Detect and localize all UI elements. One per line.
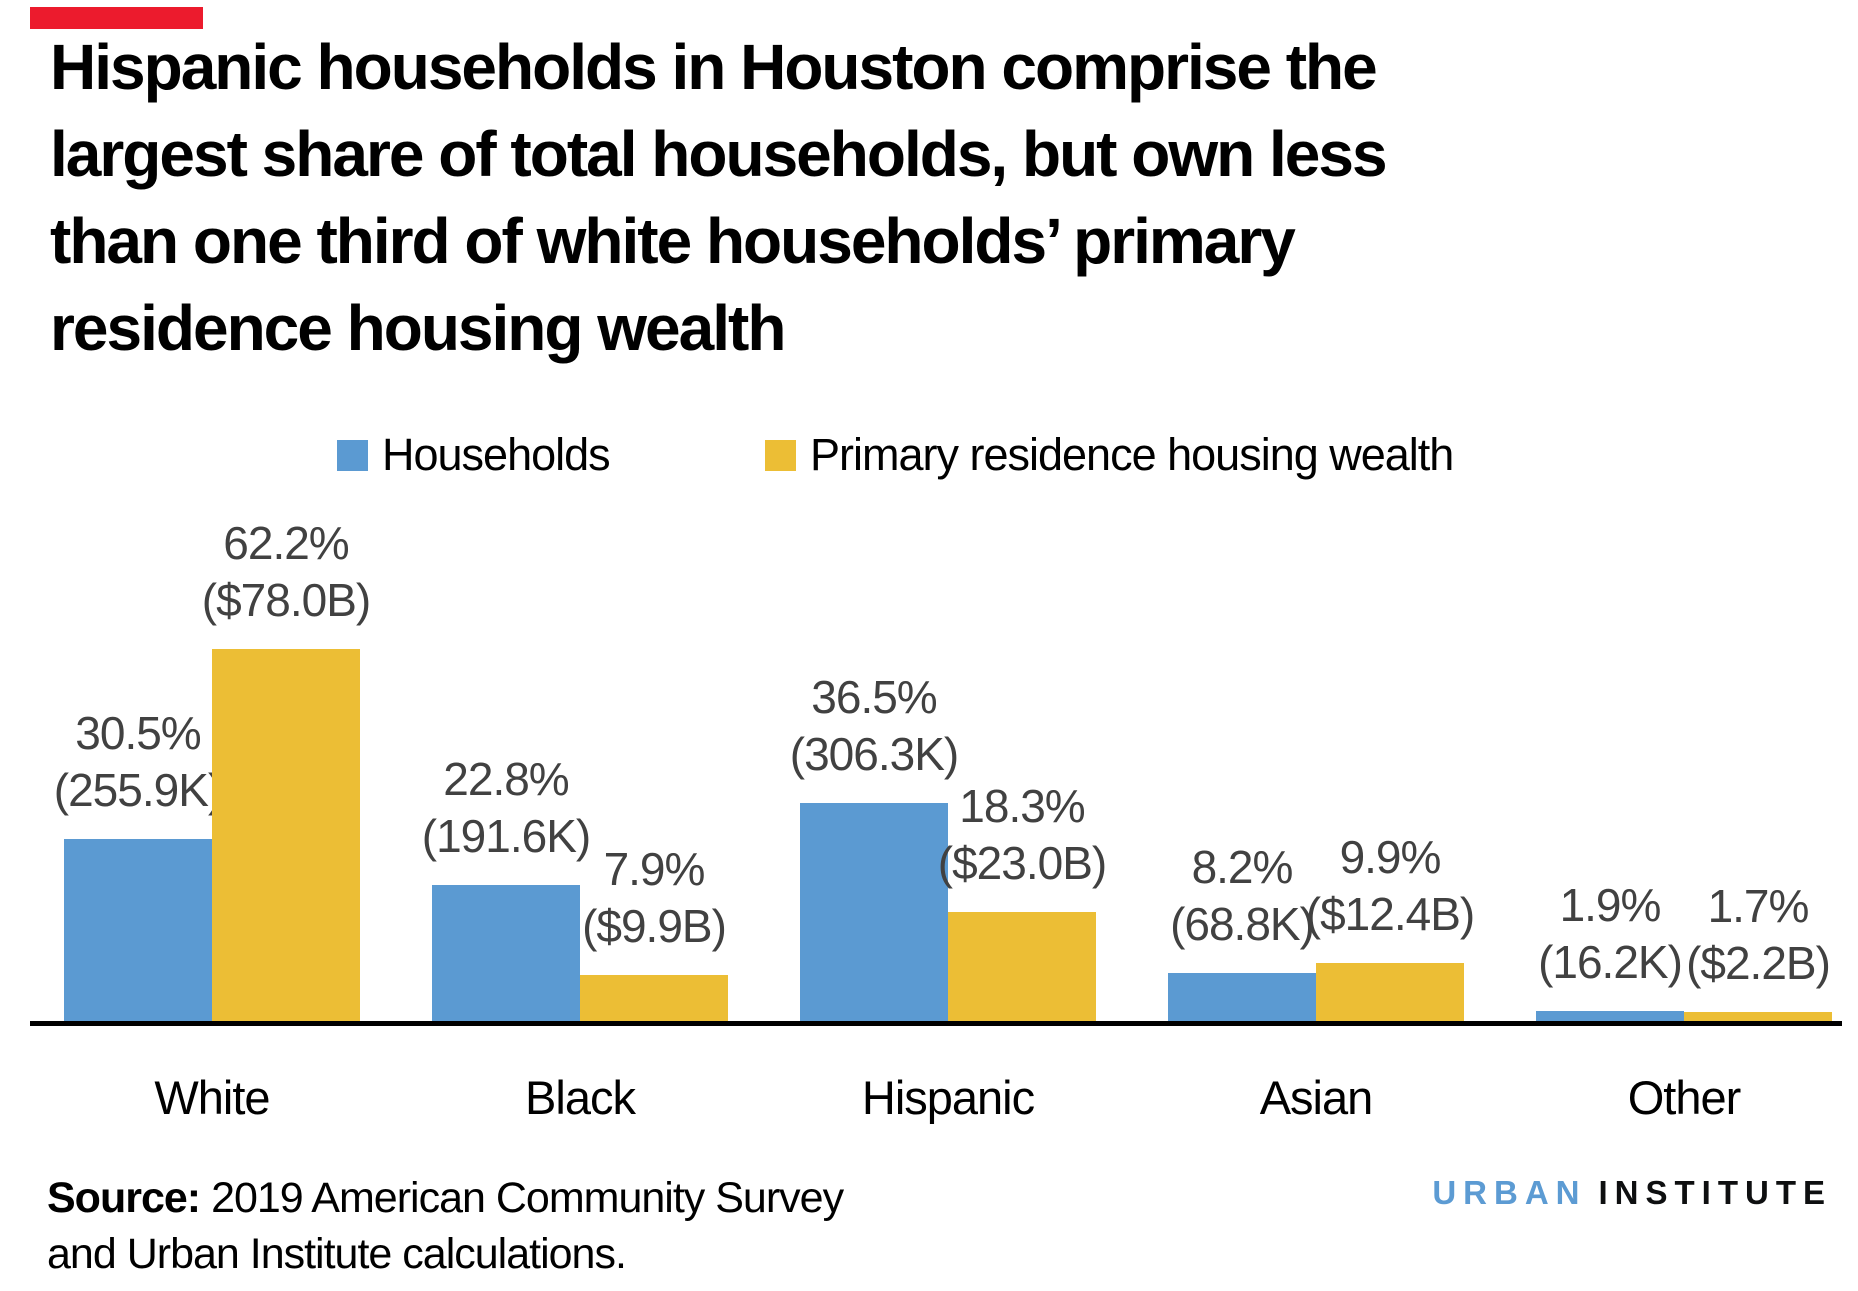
bar-label-percent: 1.7% <box>1707 879 1810 932</box>
source-note: Source: 2019 American Community Survey a… <box>47 1170 844 1282</box>
chart-title-line: than one third of white households’ prim… <box>50 205 1296 277</box>
bar-black-households <box>432 885 580 1022</box>
source-line-2: and Urban Institute calculations. <box>47 1230 627 1278</box>
x-axis-label-asian: Asian <box>1259 1071 1374 1124</box>
bar-label-percent: 18.3% <box>959 780 1085 833</box>
bar-label-percent: 8.2% <box>1191 840 1294 893</box>
x-axis-label-other: Other <box>1627 1071 1742 1124</box>
bar-label-percent: 9.9% <box>1339 830 1442 883</box>
x-axis-label-white: White <box>154 1071 270 1124</box>
source-line-1: Source: 2019 American Community Survey <box>47 1170 844 1226</box>
bar-label-asian-wealth: 9.9% ($12.4B) <box>1180 829 1600 943</box>
bar-label-black-wealth: 7.9% ($9.9B) <box>444 841 864 955</box>
legend-label-households: Households <box>382 429 611 480</box>
bar-label-hispanic-households: 36.5% (306.3K) <box>664 669 1084 783</box>
chart-title-line: residence housing wealth <box>50 292 786 364</box>
bar-label-amount: ($9.9B) <box>582 899 727 952</box>
bar-label-asian-households: 8.2% (68.8K) <box>1032 839 1452 953</box>
legend-item-wealth: Primary residence housing wealth <box>765 429 1454 480</box>
bar-label-other-households: 1.9% (16.2K) <box>1400 877 1820 991</box>
legend-swatch-wealth <box>765 439 796 471</box>
x-axis-line <box>30 1021 1842 1026</box>
bar-label-amount: ($23.0B) <box>937 837 1107 890</box>
bar-white-wealth <box>212 648 360 1022</box>
bar-white-households <box>64 839 212 1022</box>
bar-hispanic-wealth <box>948 912 1096 1022</box>
bar-label-amount: ($2.2B) <box>1686 936 1831 989</box>
bar-label-hispanic-wealth: 18.3% ($23.0B) <box>812 778 1232 892</box>
bar-label-other-wealth: 1.7% ($2.2B) <box>1548 878 1858 992</box>
bar-label-amount: (68.8K) <box>1170 897 1315 950</box>
chart-title: Hispanic households in Houston comprise … <box>50 24 1810 372</box>
bar-black-wealth <box>580 974 728 1022</box>
logo-word-urban: URBAN <box>1432 1174 1587 1211</box>
urban-institute-logo: URBAN INSTITUTE <box>1432 1174 1832 1212</box>
legend-label-wealth: Primary residence housing wealth <box>810 429 1454 480</box>
bar-label-white-wealth: 62.2% ($78.0B) <box>76 515 496 629</box>
legend: Households Primary residence housing wea… <box>0 429 1858 480</box>
bar-label-percent: 36.5% <box>811 671 937 723</box>
bar-label-amount: (306.3K) <box>789 728 959 780</box>
legend-item-households: Households <box>337 429 611 480</box>
legend-swatch-households <box>337 439 368 471</box>
bar-label-percent: 7.9% <box>603 842 706 895</box>
bar-label-white-households: 30.5% (255.9K) <box>0 705 348 819</box>
bar-asian-households <box>1168 972 1316 1022</box>
bar-label-amount: (255.9K) <box>53 764 223 816</box>
chart-title-line: Hispanic households in Houston comprise … <box>50 31 1378 103</box>
bar-label-percent: 62.2% <box>223 516 349 569</box>
x-axis-label-hispanic: Hispanic <box>861 1071 1035 1124</box>
red-annotation-marker <box>30 7 203 29</box>
logo-word-institute: INSTITUTE <box>1598 1174 1832 1211</box>
source-text: 2019 American Community Survey <box>211 1174 844 1222</box>
bar-label-amount: (16.2K) <box>1538 935 1683 988</box>
bar-label-black-households: 22.8% (191.6K) <box>296 751 716 865</box>
bar-label-percent: 22.8% <box>443 753 569 806</box>
bar-hispanic-households <box>800 803 948 1022</box>
chart-title-line: largest share of total households, but o… <box>50 118 1388 190</box>
x-axis-label-black: Black <box>525 1071 636 1124</box>
bar-asian-wealth <box>1316 962 1464 1022</box>
bar-label-amount: ($78.0B) <box>201 573 371 626</box>
bar-label-percent: 30.5% <box>75 707 201 759</box>
bar-other-wealth <box>1684 1011 1832 1022</box>
bar-other-households <box>1536 1010 1684 1022</box>
source-label: Source: <box>47 1174 201 1222</box>
bar-label-amount: ($12.4B) <box>1305 887 1475 940</box>
bar-label-amount: (191.6K) <box>421 810 591 863</box>
bar-label-percent: 1.9% <box>1559 878 1662 931</box>
